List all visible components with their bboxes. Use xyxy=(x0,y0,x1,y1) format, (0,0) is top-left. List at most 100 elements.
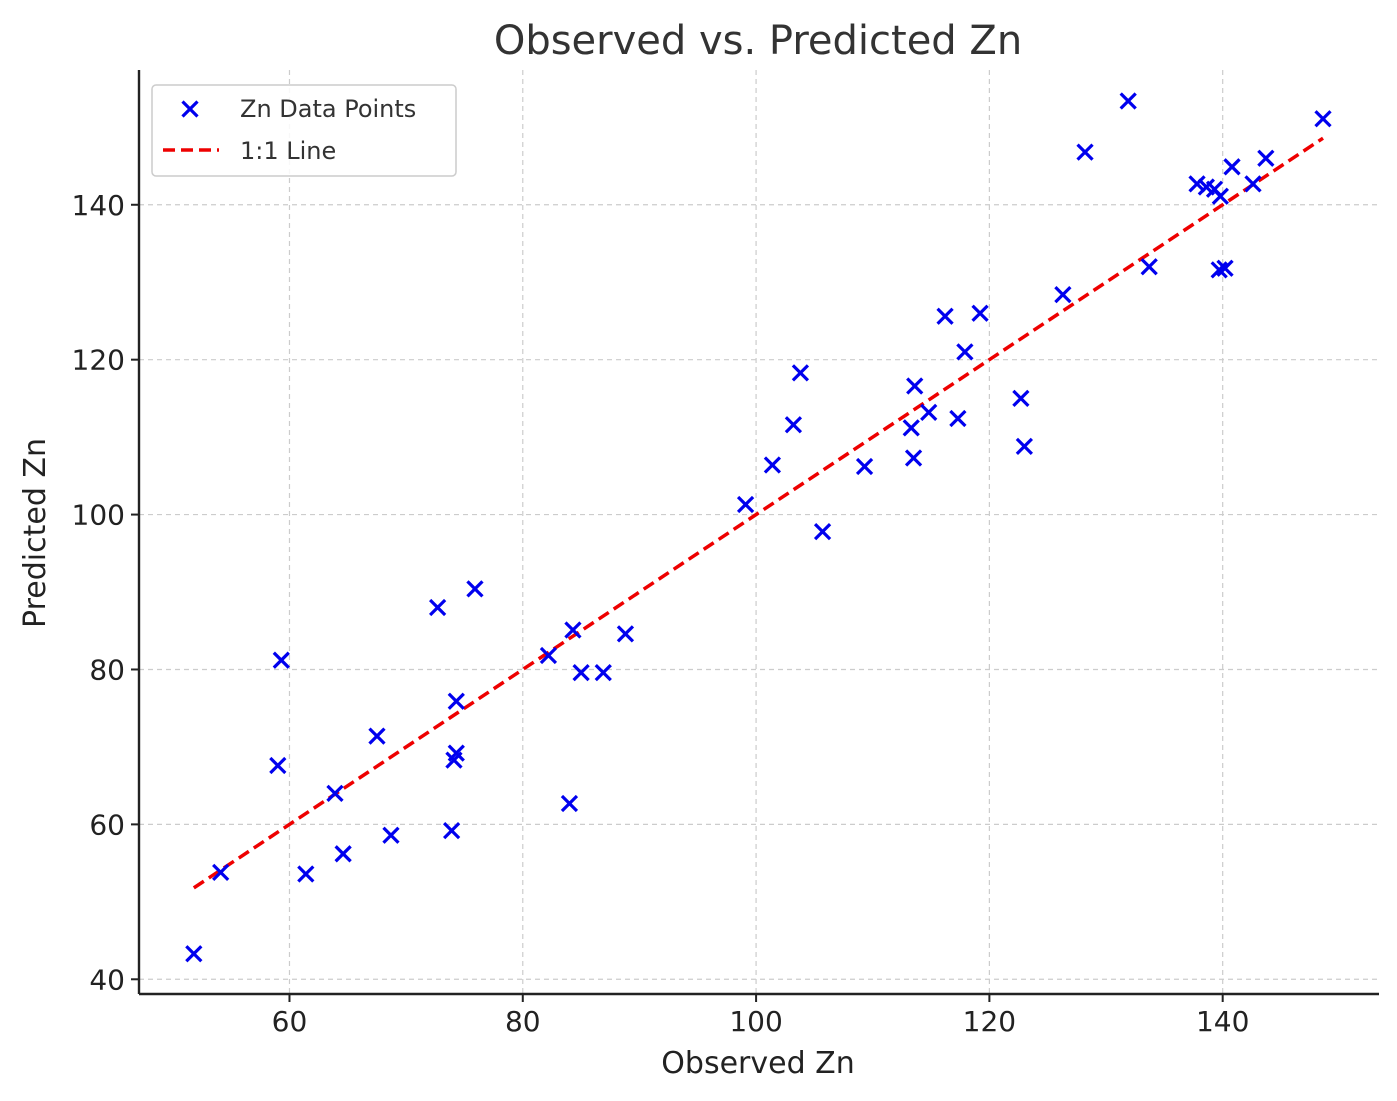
data-point xyxy=(560,794,579,813)
marker-stroke xyxy=(447,744,465,762)
y-tick-label: 60 xyxy=(89,808,125,841)
data-point xyxy=(763,456,782,474)
marker-stroke xyxy=(763,456,782,474)
marker-stroke xyxy=(1223,158,1241,176)
data-point xyxy=(971,304,989,322)
data-point xyxy=(1140,258,1158,276)
plot-area xyxy=(185,92,1332,963)
marker-stroke xyxy=(185,945,203,963)
legend-x-marker xyxy=(181,100,199,118)
marker-stroke xyxy=(616,625,635,643)
chart-title: Observed vs. Predicted Zn xyxy=(494,18,1022,64)
data-point xyxy=(297,865,315,883)
marker-stroke xyxy=(904,449,923,467)
x-tick-label: 80 xyxy=(505,1005,541,1038)
marker-stroke xyxy=(181,100,199,118)
data-point xyxy=(616,625,635,643)
marker-stroke xyxy=(1012,389,1030,408)
data-point xyxy=(1054,285,1072,304)
marker-stroke xyxy=(442,821,461,840)
marker-stroke xyxy=(791,364,810,382)
x-tick-label: 60 xyxy=(272,1005,308,1038)
data-point xyxy=(1257,149,1275,167)
marker-stroke xyxy=(428,598,447,617)
data-point xyxy=(904,449,923,467)
marker-stroke xyxy=(1140,258,1158,276)
x-tick-label: 100 xyxy=(729,1005,782,1038)
data-point xyxy=(1211,187,1229,205)
marker-stroke xyxy=(326,784,344,803)
data-point xyxy=(272,651,290,669)
one-to-one-line xyxy=(192,136,1324,890)
data-point xyxy=(212,863,230,882)
marker-stroke xyxy=(1197,178,1215,196)
data-point xyxy=(1076,143,1094,161)
marker-stroke xyxy=(1054,285,1072,304)
data-point xyxy=(813,522,832,541)
marker-stroke xyxy=(447,692,465,710)
data-point xyxy=(1119,92,1137,110)
data-point xyxy=(1188,175,1206,193)
data-point xyxy=(447,744,465,762)
marker-stroke xyxy=(1216,259,1234,277)
data-point xyxy=(466,580,484,598)
marker-stroke xyxy=(382,826,400,844)
x-tick-label: 140 xyxy=(1196,1005,1249,1038)
axes: 60 80 100 120 140 40 60 80 100 120 140 xyxy=(72,70,1379,1038)
data-point xyxy=(902,419,920,437)
marker-stroke xyxy=(594,663,612,682)
marker-stroke xyxy=(572,663,590,682)
y-tick-label: 140 xyxy=(72,189,125,222)
data-point xyxy=(791,364,810,382)
marker-stroke xyxy=(560,794,579,813)
marker-stroke xyxy=(736,495,755,514)
data-point xyxy=(855,457,874,476)
marker-stroke xyxy=(1015,437,1034,456)
y-tick-label: 40 xyxy=(89,963,125,996)
data-point xyxy=(1015,437,1034,456)
data-point xyxy=(920,403,938,421)
legend-box xyxy=(151,84,457,177)
marker-stroke xyxy=(1211,187,1229,205)
data-point xyxy=(1244,175,1262,193)
data-point xyxy=(572,663,590,682)
marker-stroke xyxy=(269,756,287,775)
marker-stroke xyxy=(855,457,874,476)
marker-stroke xyxy=(902,419,920,437)
data-point xyxy=(1314,110,1332,128)
data-point xyxy=(442,821,461,840)
data-point xyxy=(368,727,386,745)
data-point xyxy=(185,945,203,963)
data-point xyxy=(1012,389,1030,408)
marker-stroke xyxy=(1188,175,1206,193)
data-point xyxy=(564,621,582,639)
data-point xyxy=(736,495,755,514)
marker-stroke xyxy=(936,307,954,325)
marker-stroke xyxy=(1314,110,1332,128)
marker-stroke xyxy=(297,865,315,883)
data-point xyxy=(784,416,803,434)
grid xyxy=(139,70,1379,994)
y-tick-label: 100 xyxy=(72,499,125,532)
data-point xyxy=(428,598,447,617)
marker-stroke xyxy=(272,651,290,669)
legend-marker-x-icon xyxy=(181,100,199,118)
data-point xyxy=(949,409,967,428)
marker-stroke xyxy=(813,522,832,541)
data-point xyxy=(382,826,400,844)
marker-stroke xyxy=(906,377,924,395)
data-point xyxy=(1210,261,1228,279)
marker-stroke xyxy=(1210,261,1228,279)
marker-stroke xyxy=(368,727,386,745)
y-tick-label: 120 xyxy=(72,344,125,377)
marker-stroke xyxy=(466,580,484,598)
data-point xyxy=(956,343,974,361)
data-point xyxy=(269,756,287,775)
data-point xyxy=(447,692,465,710)
x-tick-label: 120 xyxy=(963,1005,1016,1038)
marker-stroke xyxy=(971,304,989,322)
data-point xyxy=(1216,259,1234,277)
marker-stroke xyxy=(949,409,967,428)
data-point xyxy=(936,307,954,325)
